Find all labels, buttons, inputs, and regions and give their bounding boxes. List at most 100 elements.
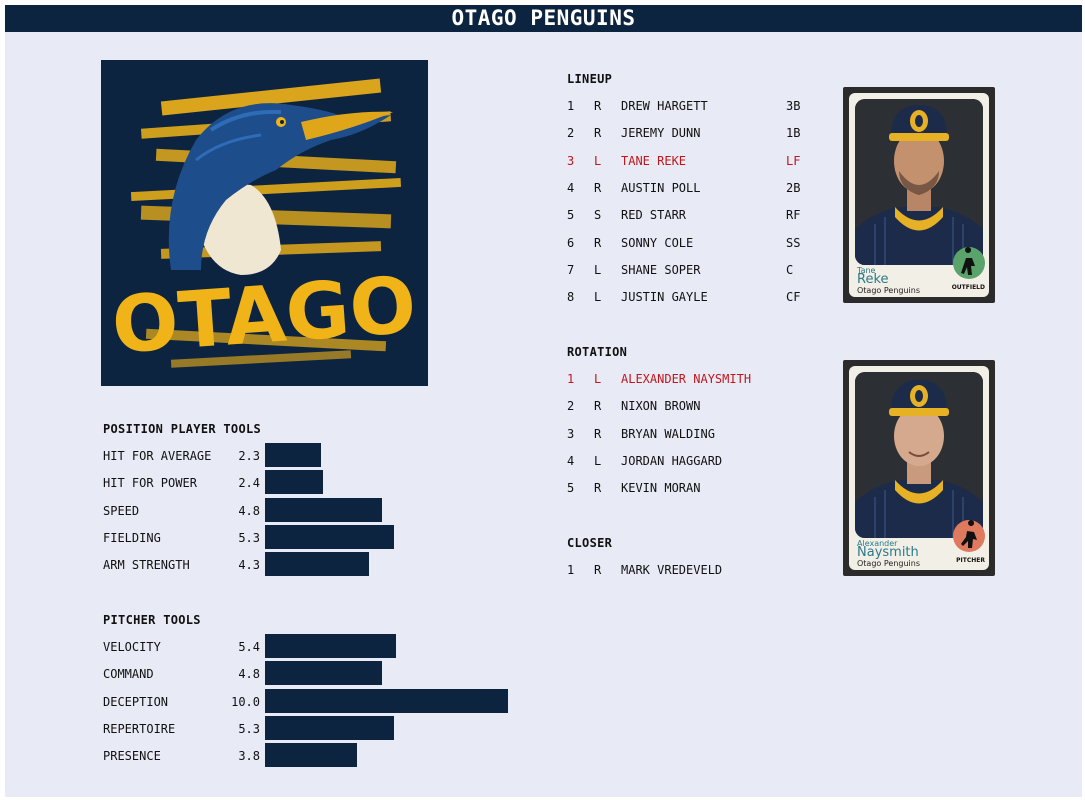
tool-bar xyxy=(265,524,394,549)
tool-label: REPERTOIRE xyxy=(103,721,176,736)
roster-hand: R xyxy=(594,180,602,195)
tool-label: HIT FOR POWER xyxy=(103,476,197,491)
roster-row[interactable]: 3 L TANE REKE LF xyxy=(567,154,817,172)
pitcher-badge-icon xyxy=(953,520,985,552)
team-page: OTAGO PENGUINS xyxy=(5,5,1082,797)
tool-value: 5.4 xyxy=(238,640,260,654)
tool-label: PRESENCE xyxy=(103,749,161,764)
roster-hand: S xyxy=(594,208,602,223)
roster-player-name: JUSTIN GAYLE xyxy=(621,290,708,305)
roster-player-name: RED STARR xyxy=(621,208,687,223)
roster-player-name: DREW HARGETT xyxy=(621,99,708,113)
roster-row[interactable]: 4 L JORDAN HAGGARD xyxy=(567,454,817,472)
card-last-name: Naysmith xyxy=(857,545,919,560)
roster-number: 4 xyxy=(567,180,575,195)
tool-label: HIT FOR AVERAGE xyxy=(103,449,212,463)
tool-bar xyxy=(265,688,508,713)
roster-number: 1 xyxy=(567,372,575,386)
tool-label: COMMAND xyxy=(103,667,154,682)
player-card-outfield[interactable]: Tane Reke Otago Penguins OUTFIELD xyxy=(843,87,995,303)
roster-position: 3B xyxy=(786,99,801,113)
roster-number: 3 xyxy=(567,153,575,168)
card-position-label: OUTFIELD xyxy=(951,284,985,291)
card-position-label: PITCHER xyxy=(956,557,985,564)
roster-number: 2 xyxy=(567,399,575,414)
roster-position: C xyxy=(786,262,794,277)
roster-player-name: ALEXANDER NAYSMITH xyxy=(621,372,752,386)
card-first-name: Tane xyxy=(857,266,876,275)
team-logo: OTAGO xyxy=(101,60,428,386)
roster-row[interactable]: 1 R MARK VREDEVELD xyxy=(567,563,817,581)
tool-label: DECEPTION xyxy=(103,694,169,709)
roster-position: 1B xyxy=(786,126,801,141)
roster-row[interactable]: 8 L JUSTIN GAYLE CF xyxy=(567,290,817,308)
closer-title: CLOSER xyxy=(567,536,613,550)
tool-row: ARM STRENGTH 4.3 xyxy=(103,552,523,577)
tool-bar xyxy=(265,743,357,768)
roster-number: 5 xyxy=(567,481,575,496)
roster-hand: R xyxy=(594,481,602,496)
roster-row[interactable]: 7 L SHANE SOPER C xyxy=(567,263,817,281)
roster-position: CF xyxy=(786,290,801,305)
roster-player-name: NIXON BROWN xyxy=(621,399,701,414)
roster-player-name: KEVIN MORAN xyxy=(621,481,701,496)
roster-hand: R xyxy=(594,563,602,577)
tool-bar xyxy=(265,497,382,522)
tool-value: 5.3 xyxy=(238,721,260,736)
player-photo xyxy=(855,372,983,538)
roster-row[interactable]: 3 R BRYAN WALDING xyxy=(567,427,817,445)
roster-row[interactable]: 1 R DREW HARGETT 3B xyxy=(567,99,817,117)
tool-bar xyxy=(265,443,321,467)
player-photo xyxy=(855,99,983,265)
roster-hand: L xyxy=(594,262,602,277)
tool-row: FIELDING 5.3 xyxy=(103,524,523,549)
roster-position: RF xyxy=(786,208,801,223)
roster-number: 5 xyxy=(567,208,575,223)
roster-hand: R xyxy=(594,126,602,141)
tool-value: 3.8 xyxy=(238,749,260,764)
roster-row[interactable]: 5 R KEVIN MORAN xyxy=(567,481,817,499)
lineup-title: LINEUP xyxy=(567,72,613,86)
tool-value: 10.0 xyxy=(231,694,260,709)
tool-value: 5.3 xyxy=(238,530,260,545)
tool-value: 2.4 xyxy=(238,476,260,491)
roster-hand: R xyxy=(594,99,602,113)
tool-row: HIT FOR POWER 2.4 xyxy=(103,470,523,495)
roster-player-name: SONNY COLE xyxy=(621,235,694,250)
roster-row[interactable]: 1 L ALEXANDER NAYSMITH xyxy=(567,372,817,390)
roster-hand: L xyxy=(594,290,602,305)
tool-bar xyxy=(265,470,323,495)
roster-hand: L xyxy=(594,372,602,386)
roster-row[interactable]: 6 R SONNY COLE SS xyxy=(567,236,817,254)
tool-value: 4.8 xyxy=(238,503,260,518)
card-team-name: Otago Penguins xyxy=(857,559,920,568)
card-team-name: Otago Penguins xyxy=(857,286,920,295)
roster-player-name: MARK VREDEVELD xyxy=(621,563,723,577)
roster-number: 8 xyxy=(567,290,575,305)
tool-label: ARM STRENGTH xyxy=(103,558,190,573)
tool-value: 4.8 xyxy=(238,667,260,682)
roster-position: 2B xyxy=(786,180,801,195)
roster-row[interactable]: 5 S RED STARR RF xyxy=(567,208,817,226)
tool-row: SPEED 4.8 xyxy=(103,497,523,522)
roster-number: 6 xyxy=(567,235,575,250)
player-card-pitcher[interactable]: Alexander Naysmith Otago Penguins PITCHE… xyxy=(843,360,995,576)
roster-number: 7 xyxy=(567,262,575,277)
roster-player-name: SHANE SOPER xyxy=(621,262,701,277)
tool-bar xyxy=(265,661,382,686)
logo-text: OTAGO xyxy=(109,260,419,371)
tool-row: PRESENCE 3.8 xyxy=(103,743,523,768)
roster-hand: R xyxy=(594,235,602,250)
roster-player-name: JORDAN HAGGARD xyxy=(621,453,723,468)
tool-row: DECEPTION 10.0 xyxy=(103,688,523,713)
tool-row: REPERTOIRE 5.3 xyxy=(103,715,523,740)
roster-row[interactable]: 4 R AUSTIN POLL 2B xyxy=(567,181,817,199)
roster-hand: L xyxy=(594,453,602,468)
roster-row[interactable]: 2 R JEREMY DUNN 1B xyxy=(567,126,817,144)
roster-number: 1 xyxy=(567,563,575,577)
tool-value: 4.3 xyxy=(238,558,260,573)
roster-player-name: BRYAN WALDING xyxy=(621,426,715,441)
roster-row[interactable]: 2 R NIXON BROWN xyxy=(567,399,817,417)
tool-row: HIT FOR AVERAGE 2.3 xyxy=(103,443,523,467)
roster-player-name: JEREMY DUNN xyxy=(621,126,701,141)
